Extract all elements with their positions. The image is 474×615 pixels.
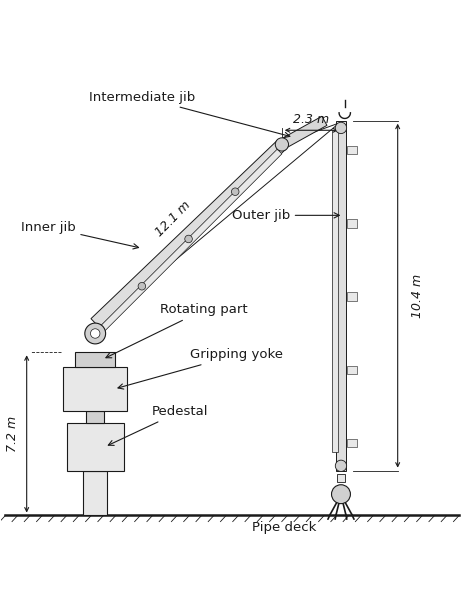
Text: 2.3 m: 2.3 m [293,113,329,126]
Text: Intermediate jib: Intermediate jib [90,90,290,138]
Bar [347,146,356,154]
Polygon shape [91,140,286,328]
Bar [64,367,127,411]
Circle shape [91,329,100,338]
Polygon shape [279,116,327,149]
Text: 12.1 m: 12.1 m [153,199,193,239]
Bar [67,423,124,470]
Circle shape [231,188,239,196]
Text: Pedestal: Pedestal [108,405,209,445]
Polygon shape [337,474,345,482]
Circle shape [331,485,350,504]
Bar [347,292,356,301]
Text: Rotating part: Rotating part [106,303,248,358]
Bar [86,411,104,423]
Polygon shape [332,130,337,451]
Bar [347,366,356,374]
Text: 10.4 m: 10.4 m [411,274,424,318]
Circle shape [335,122,346,133]
Circle shape [185,235,192,243]
Text: Gripping yoke: Gripping yoke [118,348,283,389]
Bar [83,470,107,515]
Polygon shape [100,149,282,331]
Bar [347,219,356,228]
Circle shape [275,138,289,151]
Text: Pipe deck: Pipe deck [252,521,317,534]
Text: 7.2 m: 7.2 m [6,416,19,452]
Circle shape [335,460,346,472]
Circle shape [85,323,106,344]
Bar [75,352,115,367]
Polygon shape [336,121,346,470]
Text: Inner jib: Inner jib [20,221,138,249]
Circle shape [138,282,146,290]
Bar [347,439,356,447]
Text: Outer jib: Outer jib [231,209,339,222]
